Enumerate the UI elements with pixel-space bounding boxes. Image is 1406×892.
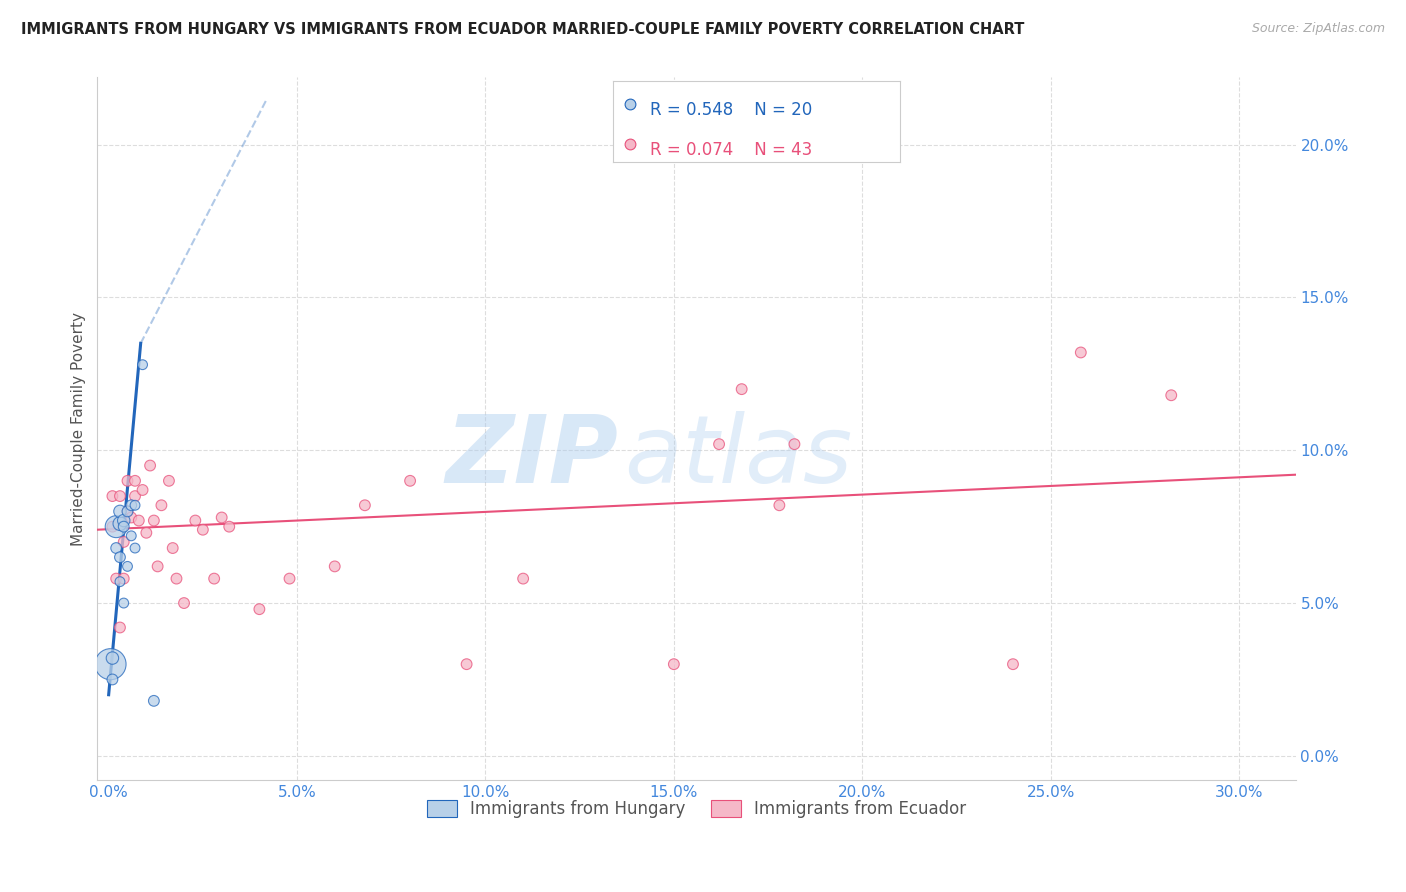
Point <box>512 572 534 586</box>
Point <box>112 519 135 533</box>
Point <box>124 541 146 555</box>
Point <box>278 572 301 586</box>
Point <box>108 504 131 518</box>
Point <box>1070 345 1092 359</box>
Point <box>142 514 165 528</box>
Point <box>323 559 346 574</box>
Point <box>202 572 225 586</box>
Point <box>124 474 146 488</box>
Point <box>108 574 131 589</box>
Point <box>105 541 128 555</box>
Legend: Immigrants from Hungary, Immigrants from Ecuador: Immigrants from Hungary, Immigrants from… <box>420 793 973 825</box>
Point <box>218 519 240 533</box>
Text: ZIP: ZIP <box>446 411 619 503</box>
Point <box>101 489 124 503</box>
Point <box>135 525 157 540</box>
Point <box>117 559 139 574</box>
Point <box>101 519 124 533</box>
Point <box>456 657 478 672</box>
Point <box>101 651 124 665</box>
Point <box>399 474 422 488</box>
Text: IMMIGRANTS FROM HUNGARY VS IMMIGRANTS FROM ECUADOR MARRIED-COUPLE FAMILY POVERTY: IMMIGRANTS FROM HUNGARY VS IMMIGRANTS FR… <box>21 22 1025 37</box>
Point <box>1160 388 1182 402</box>
Point <box>117 504 139 518</box>
Point <box>128 514 150 528</box>
Point <box>166 572 188 586</box>
Point <box>105 572 128 586</box>
Point <box>112 535 135 549</box>
Point <box>150 498 173 512</box>
Point <box>101 673 124 687</box>
Point <box>112 596 135 610</box>
Point <box>768 498 790 512</box>
Point <box>117 504 139 518</box>
Point <box>1001 657 1024 672</box>
Point <box>112 572 135 586</box>
Point <box>108 620 131 634</box>
Point <box>184 514 207 528</box>
Point <box>146 559 169 574</box>
Point <box>112 514 135 528</box>
Point <box>157 474 180 488</box>
Point <box>124 498 146 512</box>
Point <box>731 382 754 396</box>
Point <box>117 474 139 488</box>
Point <box>707 437 730 451</box>
Point <box>662 657 685 672</box>
Point <box>191 523 214 537</box>
Text: Source: ZipAtlas.com: Source: ZipAtlas.com <box>1251 22 1385 36</box>
Point <box>142 694 165 708</box>
Point <box>108 489 131 503</box>
Point <box>108 516 131 531</box>
Y-axis label: Married-Couple Family Poverty: Married-Couple Family Poverty <box>72 312 86 546</box>
Point <box>247 602 270 616</box>
Point <box>131 358 153 372</box>
Point <box>211 510 233 524</box>
Point <box>108 550 131 565</box>
Point <box>162 541 184 555</box>
Point <box>124 489 146 503</box>
Text: atlas: atlas <box>624 411 853 502</box>
Point <box>105 519 128 533</box>
Point <box>120 529 142 543</box>
Point <box>131 483 153 497</box>
Point <box>100 657 122 672</box>
Point <box>139 458 162 473</box>
Point <box>354 498 377 512</box>
Point <box>173 596 195 610</box>
Point <box>120 510 142 524</box>
Point <box>120 498 142 512</box>
Point <box>783 437 806 451</box>
